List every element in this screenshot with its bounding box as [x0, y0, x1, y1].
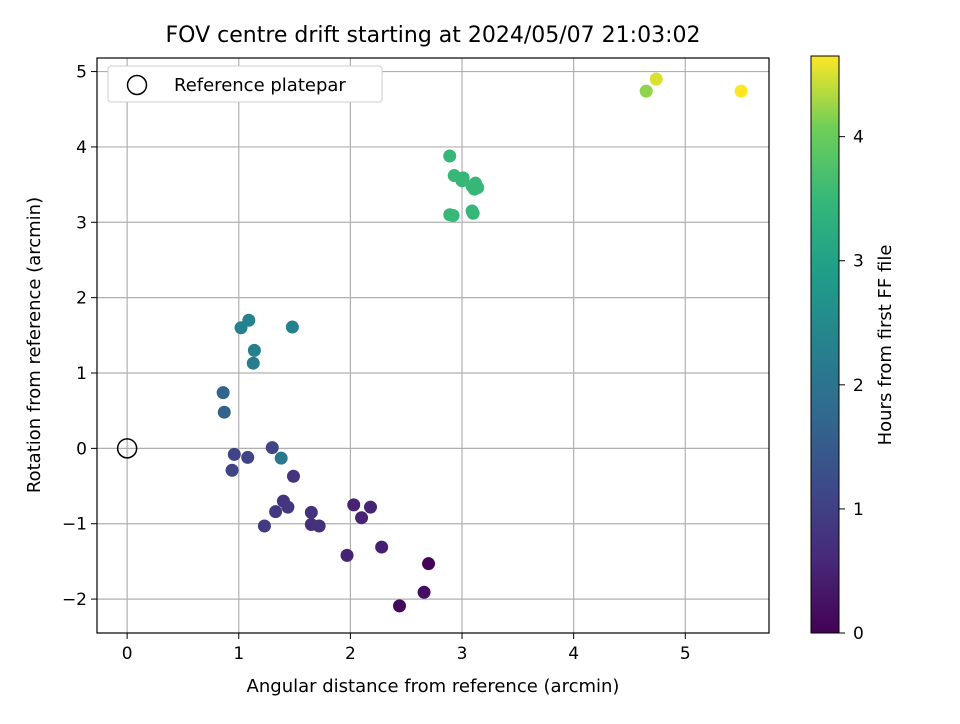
- colorbar-tick-label: 3: [853, 252, 864, 272]
- data-point: [734, 84, 748, 98]
- y-tick-label: 3: [76, 213, 87, 233]
- colorbar-tick-label: 0: [853, 624, 864, 644]
- data-point: [217, 405, 231, 419]
- data-point: [225, 463, 239, 477]
- axis-ticks: 0 1 2 3 4 5 −2 −1 0 1 2 3 4 5: [62, 63, 691, 664]
- colorbar-gradient: [810, 55, 840, 634]
- data-point: [347, 498, 361, 512]
- colorbar-tick-label: 2: [853, 376, 864, 396]
- data-point: [312, 519, 326, 533]
- data-point: [216, 386, 230, 400]
- colorbar: 0 1 2 3 4 Hours from first FF file: [810, 55, 896, 644]
- data-point: [639, 84, 653, 98]
- colorbar-label: Hours from first FF file: [875, 245, 896, 446]
- data-point: [241, 450, 255, 464]
- data-point: [446, 209, 460, 223]
- y-tick-label: 1: [76, 364, 87, 384]
- data-point: [455, 174, 469, 188]
- y-tick-label: −1: [62, 515, 87, 535]
- x-tick-label: 5: [680, 644, 691, 664]
- y-tick-label: 2: [76, 289, 87, 309]
- chart-title: FOV centre drift starting at 2024/05/07 …: [166, 23, 701, 48]
- grid: [97, 58, 769, 633]
- x-tick-label: 4: [568, 644, 579, 664]
- data-point: [304, 505, 318, 519]
- x-tick-label: 0: [122, 644, 133, 664]
- data-point: [265, 441, 279, 455]
- y-tick-label: 4: [76, 138, 87, 158]
- data-points: [116, 72, 748, 613]
- data-point: [257, 519, 271, 533]
- data-point: [274, 451, 288, 465]
- colorbar-tick-label: 1: [853, 500, 864, 520]
- data-point: [246, 356, 260, 370]
- data-point: [242, 313, 256, 327]
- x-axis-label: Angular distance from reference (arcmin): [247, 676, 620, 697]
- x-tick-label: 1: [233, 644, 244, 664]
- data-point: [355, 511, 369, 525]
- data-point: [466, 206, 480, 220]
- data-point: [340, 548, 354, 562]
- data-point: [443, 149, 457, 163]
- legend-reference-marker: [126, 74, 148, 96]
- colorbar-tick-label: 4: [853, 128, 864, 148]
- data-point: [467, 182, 481, 196]
- data-point: [269, 505, 283, 519]
- y-tick-label: −2: [62, 590, 87, 610]
- data-point: [227, 447, 241, 461]
- data-point: [649, 72, 663, 86]
- data-point: [422, 557, 436, 571]
- y-tick-label: 0: [76, 439, 87, 459]
- legend-entry-reference: Reference platepar: [174, 75, 346, 96]
- data-point: [417, 585, 431, 599]
- y-axis-label: Rotation from reference (arcmin): [24, 197, 45, 493]
- y-tick-label: 5: [76, 63, 87, 83]
- x-tick-label: 3: [457, 644, 468, 664]
- data-point: [375, 540, 389, 554]
- data-point: [281, 500, 295, 514]
- data-point: [286, 469, 300, 483]
- plot-frame: [96, 57, 770, 634]
- data-point: [285, 320, 299, 334]
- legend: Reference platepar: [107, 65, 383, 103]
- legend-box: [107, 65, 383, 103]
- data-point: [247, 343, 261, 357]
- x-tick-label: 2: [345, 644, 356, 664]
- colorbar-ticks: 0 1 2 3 4: [839, 128, 864, 644]
- data-point: [363, 500, 377, 514]
- reference-platepar-marker: [116, 438, 138, 459]
- data-point: [393, 599, 407, 613]
